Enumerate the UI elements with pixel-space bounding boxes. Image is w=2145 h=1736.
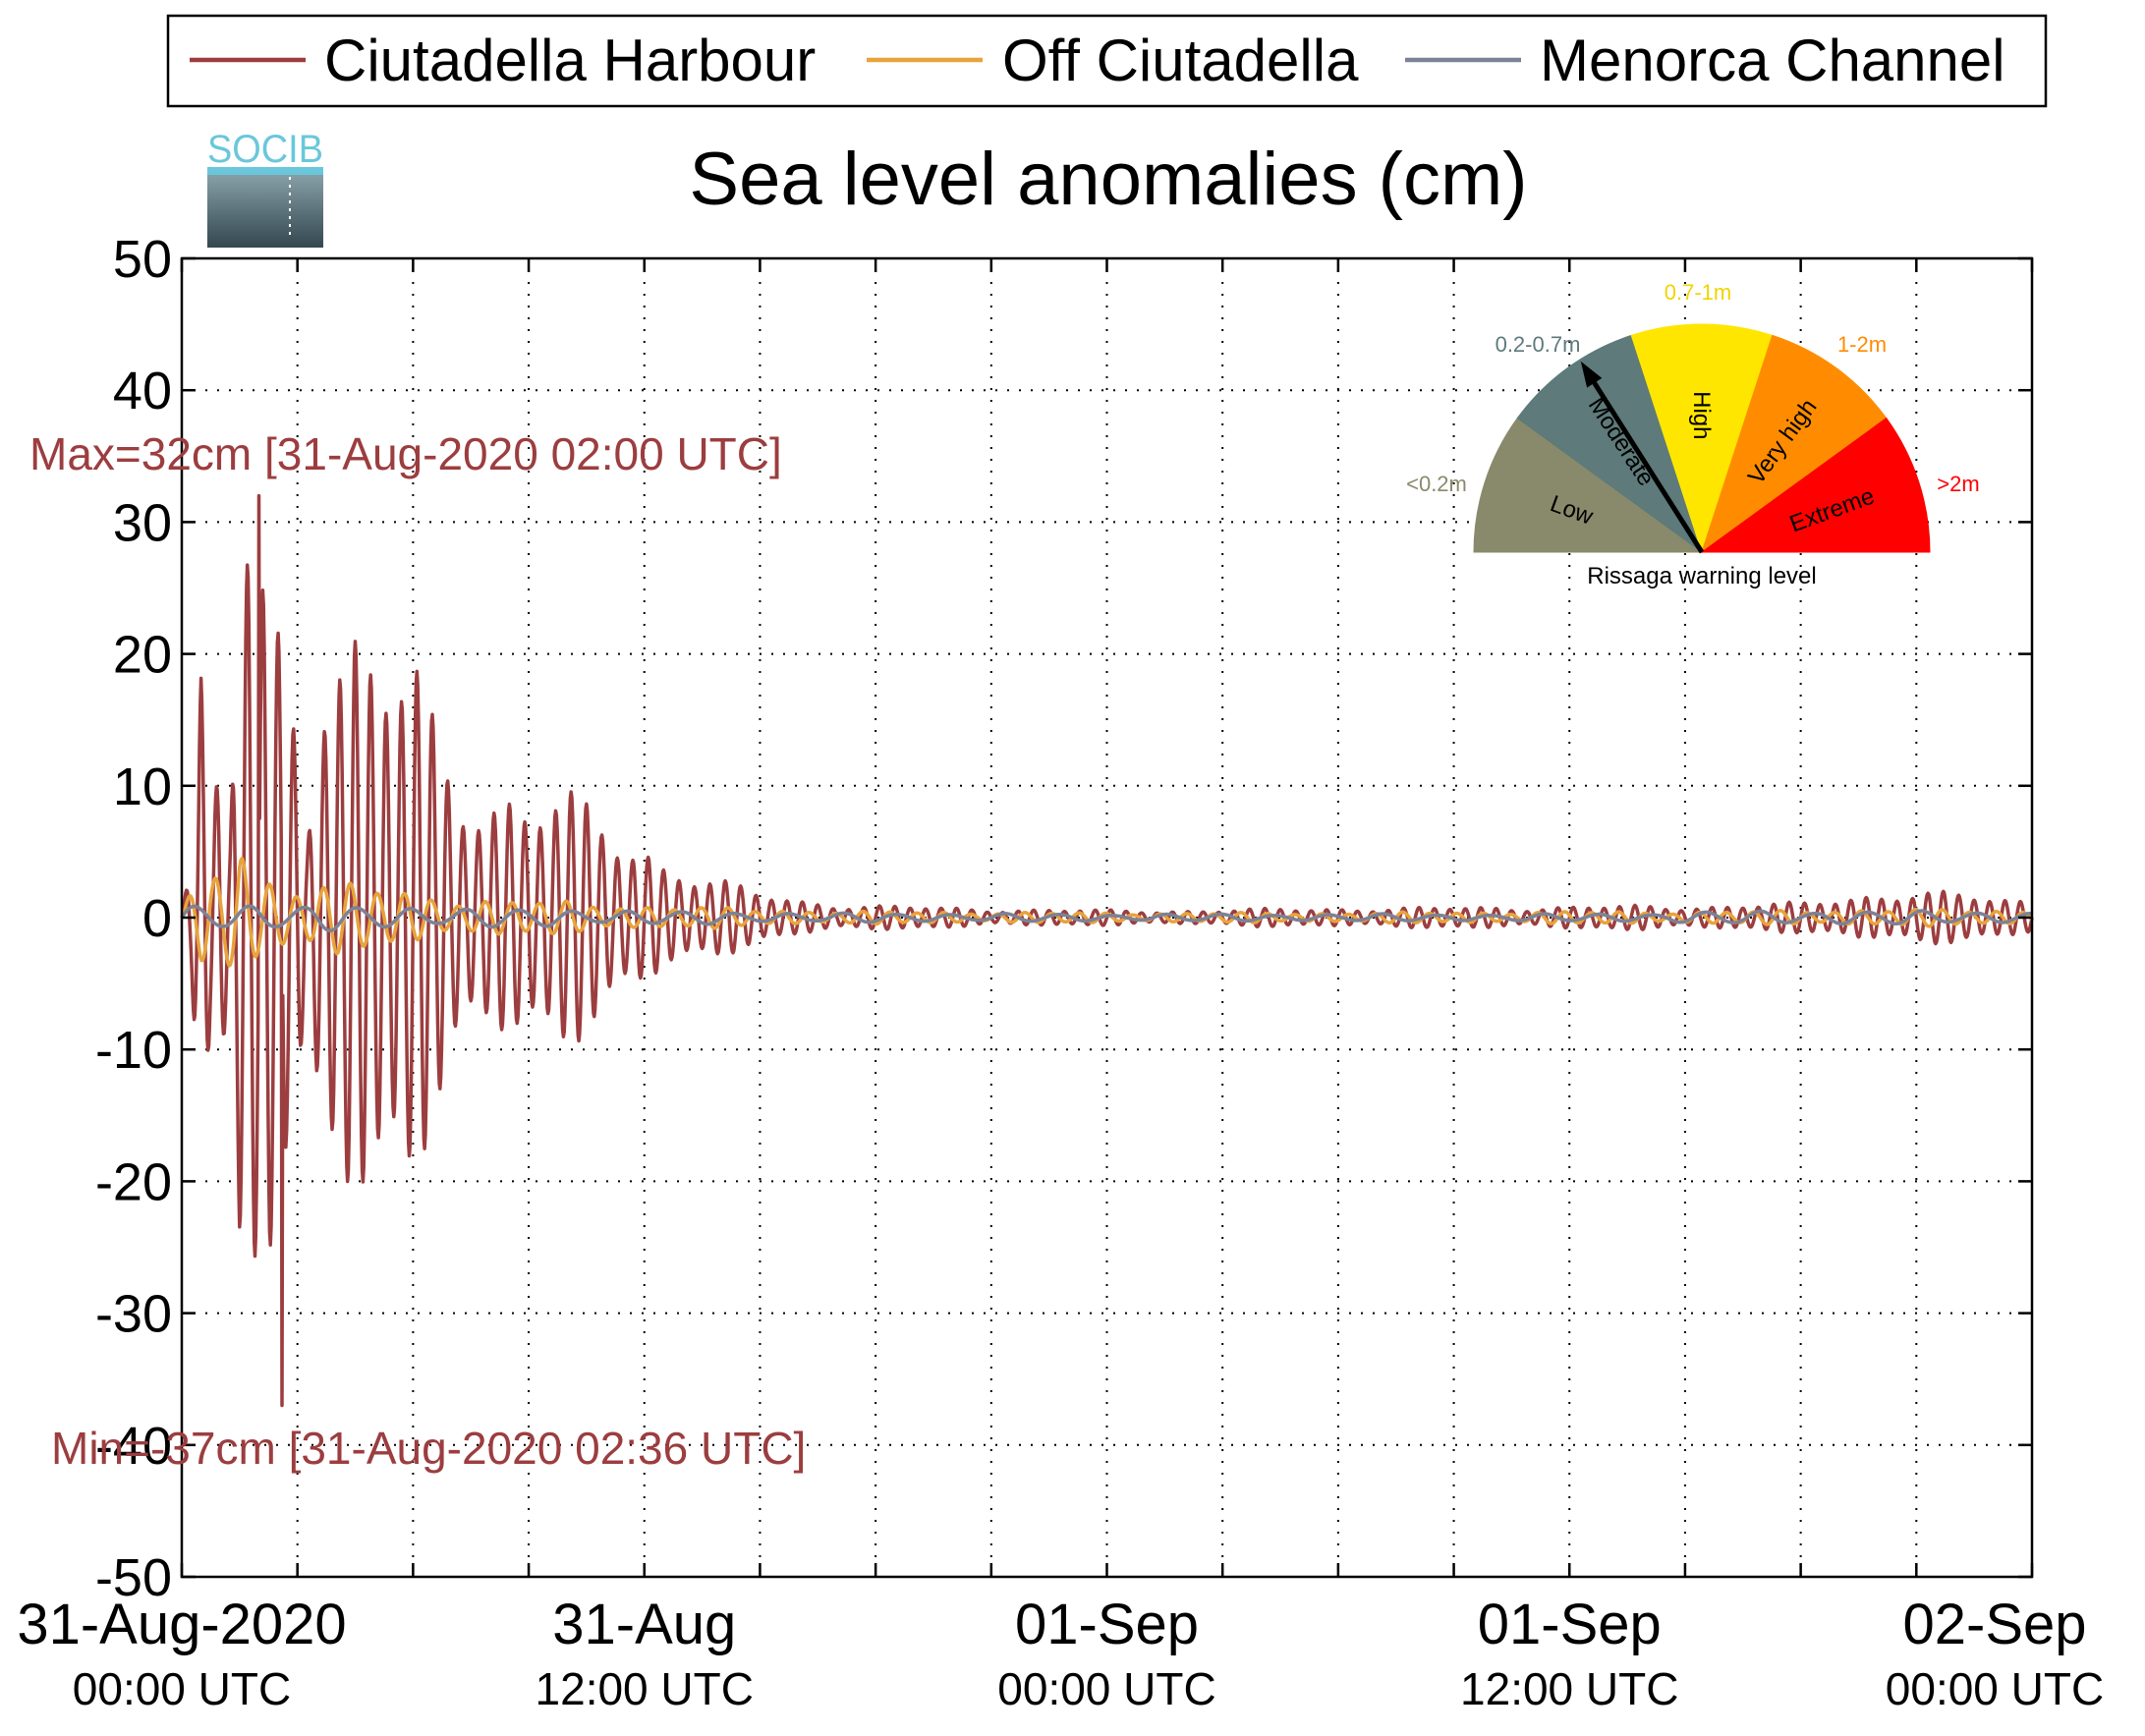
y-tick-label: 0: [142, 889, 172, 948]
series-line-ciutadella-harbour: [180, 493, 2034, 1408]
x-tick-label-date: 02-Sep: [1902, 1593, 2086, 1656]
gauge-title: Rissaga warning level: [1587, 563, 1816, 589]
y-tick-label: -20: [95, 1152, 172, 1211]
y-tick-label: -10: [95, 1021, 172, 1080]
max-annotation: Max=32cm [31-Aug-2020 02:00 UTC]: [29, 428, 782, 479]
series-line-off-ciutadella: [180, 856, 2034, 968]
socib-logo: SOCIB: [207, 128, 323, 248]
gauge-segment-extreme: [1700, 417, 1931, 553]
series-line-menorca-channel: [180, 904, 2032, 933]
y-tick-label: 50: [113, 230, 172, 289]
legend-box: [166, 14, 2048, 108]
gauge-level-label: High: [1688, 391, 1715, 439]
gauge-needle: [1585, 370, 1705, 554]
x-axis: 31-Aug-2020 00:00 UTC 31-Aug 12:00 UTC 01-Se…: [17, 258, 2104, 1714]
x-tick-label-date: 01-Sep: [1478, 1593, 1662, 1656]
gauge-segment-low: [1473, 417, 1704, 553]
gauge-range-label: <0.2m: [1406, 472, 1467, 496]
legend-label: Ciutadella Harbour: [324, 28, 816, 93]
x-tick-label-time: 00:00 UTC: [73, 1663, 291, 1714]
gauge-range-label: 0.7-1m: [1665, 280, 1731, 305]
gauge-segment-very-high: [1701, 334, 1888, 554]
gauge-needle-head: [1580, 361, 1603, 388]
logo-bar: [207, 167, 323, 175]
x-tick-label-date: 31-Aug: [552, 1593, 736, 1656]
x-tick-label-time: 00:00 UTC: [1886, 1663, 2104, 1714]
gauge-segment-moderate: [1516, 334, 1703, 554]
y-tick-label: 10: [113, 757, 172, 816]
legend-label: Off Ciutadella: [1002, 28, 1359, 93]
legend-items: Ciutadella Harbour Off Ciutadella Menorca …: [190, 28, 2005, 93]
gauge-range-label: >2m: [1937, 472, 1979, 496]
y-tick-label: -50: [95, 1548, 172, 1607]
series-layer: [180, 493, 2034, 1408]
x-tick-label-time: 12:00 UTC: [1460, 1663, 1678, 1714]
y-tick-label: 40: [113, 362, 172, 420]
x-tick-label-date: 31-Aug-2020: [17, 1593, 346, 1656]
logo-text: SOCIB: [207, 128, 323, 171]
gauge-range-label: 1-2m: [1837, 332, 1887, 357]
x-tick-label-time: 00:00 UTC: [997, 1663, 1215, 1714]
logo-wave: [207, 167, 323, 248]
x-tick-label-date: 01-Sep: [1015, 1593, 1199, 1656]
y-tick-label: -30: [95, 1285, 172, 1344]
gauge-range-label: 0.2-0.7m: [1496, 332, 1581, 357]
x-tick-label-time: 12:00 UTC: [536, 1663, 754, 1714]
y-tick-label: -40: [95, 1417, 172, 1476]
y-axis: -50 -40 -30 -20 -10 0 10 20 30 40 50: [95, 230, 2032, 1607]
chart-title: Sea level anomalies (cm): [689, 138, 1527, 221]
y-tick-label: 20: [113, 626, 172, 685]
y-tick-label: 30: [113, 493, 172, 552]
legend-label: Menorca Channel: [1540, 28, 2005, 93]
gauge-segment-high: [1630, 323, 1774, 554]
legend: Ciutadella Harbour Off Ciutadella Menorca …: [166, 14, 2048, 108]
min-annotation: Min=-37cm [31-Aug-2020 02:36 UTC]: [51, 1423, 806, 1474]
